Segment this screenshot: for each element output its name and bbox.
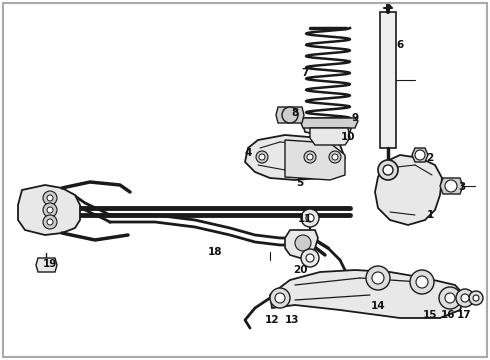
Circle shape [456,289,474,307]
Circle shape [473,295,479,301]
Circle shape [332,154,338,160]
Circle shape [378,160,398,180]
Circle shape [259,154,265,160]
Text: 6: 6 [396,40,404,50]
Polygon shape [310,128,350,145]
Circle shape [366,266,390,290]
Text: 18: 18 [208,247,222,257]
Circle shape [415,150,425,160]
Text: 15: 15 [423,310,437,320]
Text: 5: 5 [296,178,304,188]
Circle shape [47,195,53,201]
Polygon shape [380,12,396,148]
Text: 2: 2 [426,153,434,163]
Circle shape [256,151,268,163]
Circle shape [304,151,316,163]
Polygon shape [412,148,428,162]
Text: 9: 9 [351,113,359,123]
Polygon shape [18,185,80,235]
Circle shape [329,151,341,163]
Polygon shape [245,135,345,180]
Text: 8: 8 [292,108,298,118]
Text: 1: 1 [426,210,434,220]
Text: 3: 3 [458,182,466,192]
Polygon shape [285,230,318,258]
Text: 14: 14 [371,301,385,311]
Circle shape [416,276,428,288]
Circle shape [282,107,298,123]
Text: 16: 16 [441,310,455,320]
Circle shape [439,287,461,309]
Circle shape [43,191,57,205]
Circle shape [47,219,53,225]
Circle shape [306,214,314,222]
Polygon shape [276,107,304,123]
Text: 7: 7 [301,68,309,78]
Circle shape [372,272,384,284]
Text: 12: 12 [265,315,279,325]
Circle shape [301,249,319,267]
Polygon shape [270,270,465,318]
Circle shape [301,209,319,227]
Text: 11: 11 [298,214,312,224]
Circle shape [469,291,483,305]
Text: 19: 19 [43,259,57,269]
Polygon shape [285,140,345,180]
Circle shape [307,154,313,160]
Circle shape [445,293,455,303]
Circle shape [461,294,469,302]
Circle shape [383,165,393,175]
Polygon shape [375,155,442,225]
Text: 20: 20 [293,265,307,275]
Circle shape [275,293,285,303]
Circle shape [43,215,57,229]
Text: 17: 17 [457,310,471,320]
Polygon shape [36,258,57,272]
Circle shape [445,180,457,192]
Polygon shape [303,118,352,135]
Text: 10: 10 [341,132,355,142]
Circle shape [270,288,290,308]
Circle shape [43,203,57,217]
Text: 13: 13 [285,315,299,325]
Circle shape [306,254,314,262]
Polygon shape [440,178,463,194]
Polygon shape [300,118,358,128]
Circle shape [410,270,434,294]
Text: 4: 4 [245,148,252,158]
Circle shape [47,207,53,213]
Circle shape [295,235,311,251]
